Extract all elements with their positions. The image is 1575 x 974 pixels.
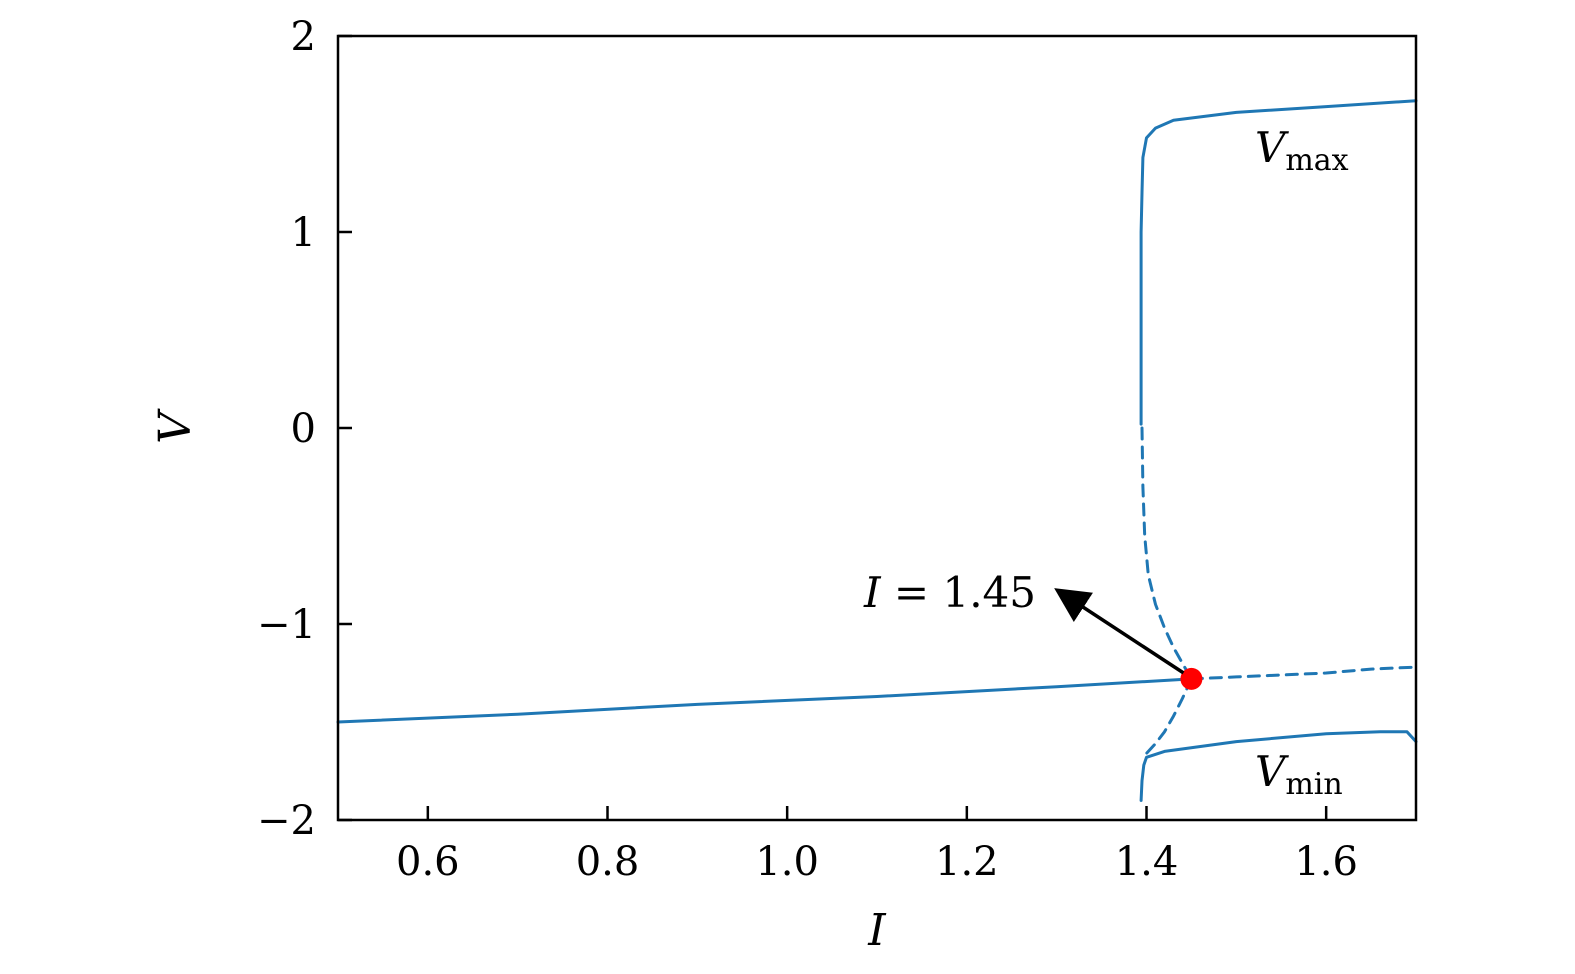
vmax-label: Vmax <box>1255 123 1349 178</box>
vmin-label: Vmin <box>1255 747 1343 802</box>
x-tick-label: 1.2 <box>935 839 999 885</box>
series-line-1-solid <box>336 677 1193 724</box>
series-line-3-dashed <box>1140 426 1193 681</box>
y-tick-label: 0 <box>291 406 316 452</box>
x-tick-label: 0.8 <box>576 839 640 885</box>
y-tick-label: −2 <box>257 798 316 844</box>
series-line-4-dashed <box>1145 677 1193 755</box>
y-tick-label: 2 <box>291 14 316 60</box>
series-line-2-dashed <box>1189 665 1418 681</box>
series-line-5-solid <box>1139 99 1418 426</box>
plot-frame <box>336 34 1418 822</box>
series-layer <box>336 99 1418 802</box>
annotation-arrow <box>1054 588 1185 675</box>
annotation-variable: I <box>863 568 882 617</box>
series-line-6-solid <box>1139 730 1418 802</box>
vmin-sub: min <box>1285 767 1342 802</box>
bifurcation-point-marker <box>1180 667 1203 690</box>
vmax-var: V <box>1255 123 1289 172</box>
ticks-layer: 0.6 0.8 1.0 1.2 1.4 1.6 −2 −1 0 1 2 <box>257 14 1358 885</box>
vmin-var: V <box>1255 747 1289 796</box>
x-tick-label: 1.4 <box>1115 839 1179 885</box>
vmax-sub: max <box>1285 143 1348 178</box>
y-tick-label: −1 <box>257 602 316 648</box>
y-tick-label: 1 <box>291 210 316 256</box>
annotation-label: I = 1.45 <box>863 568 1036 617</box>
x-tick-label: 1.0 <box>755 839 819 885</box>
x-tick-label: 0.6 <box>396 839 460 885</box>
annotation-value: = 1.45 <box>881 568 1036 617</box>
x-tick-label: 1.6 <box>1294 839 1358 885</box>
x-axis-title: I <box>867 905 887 956</box>
y-axis-title: V <box>150 408 201 444</box>
